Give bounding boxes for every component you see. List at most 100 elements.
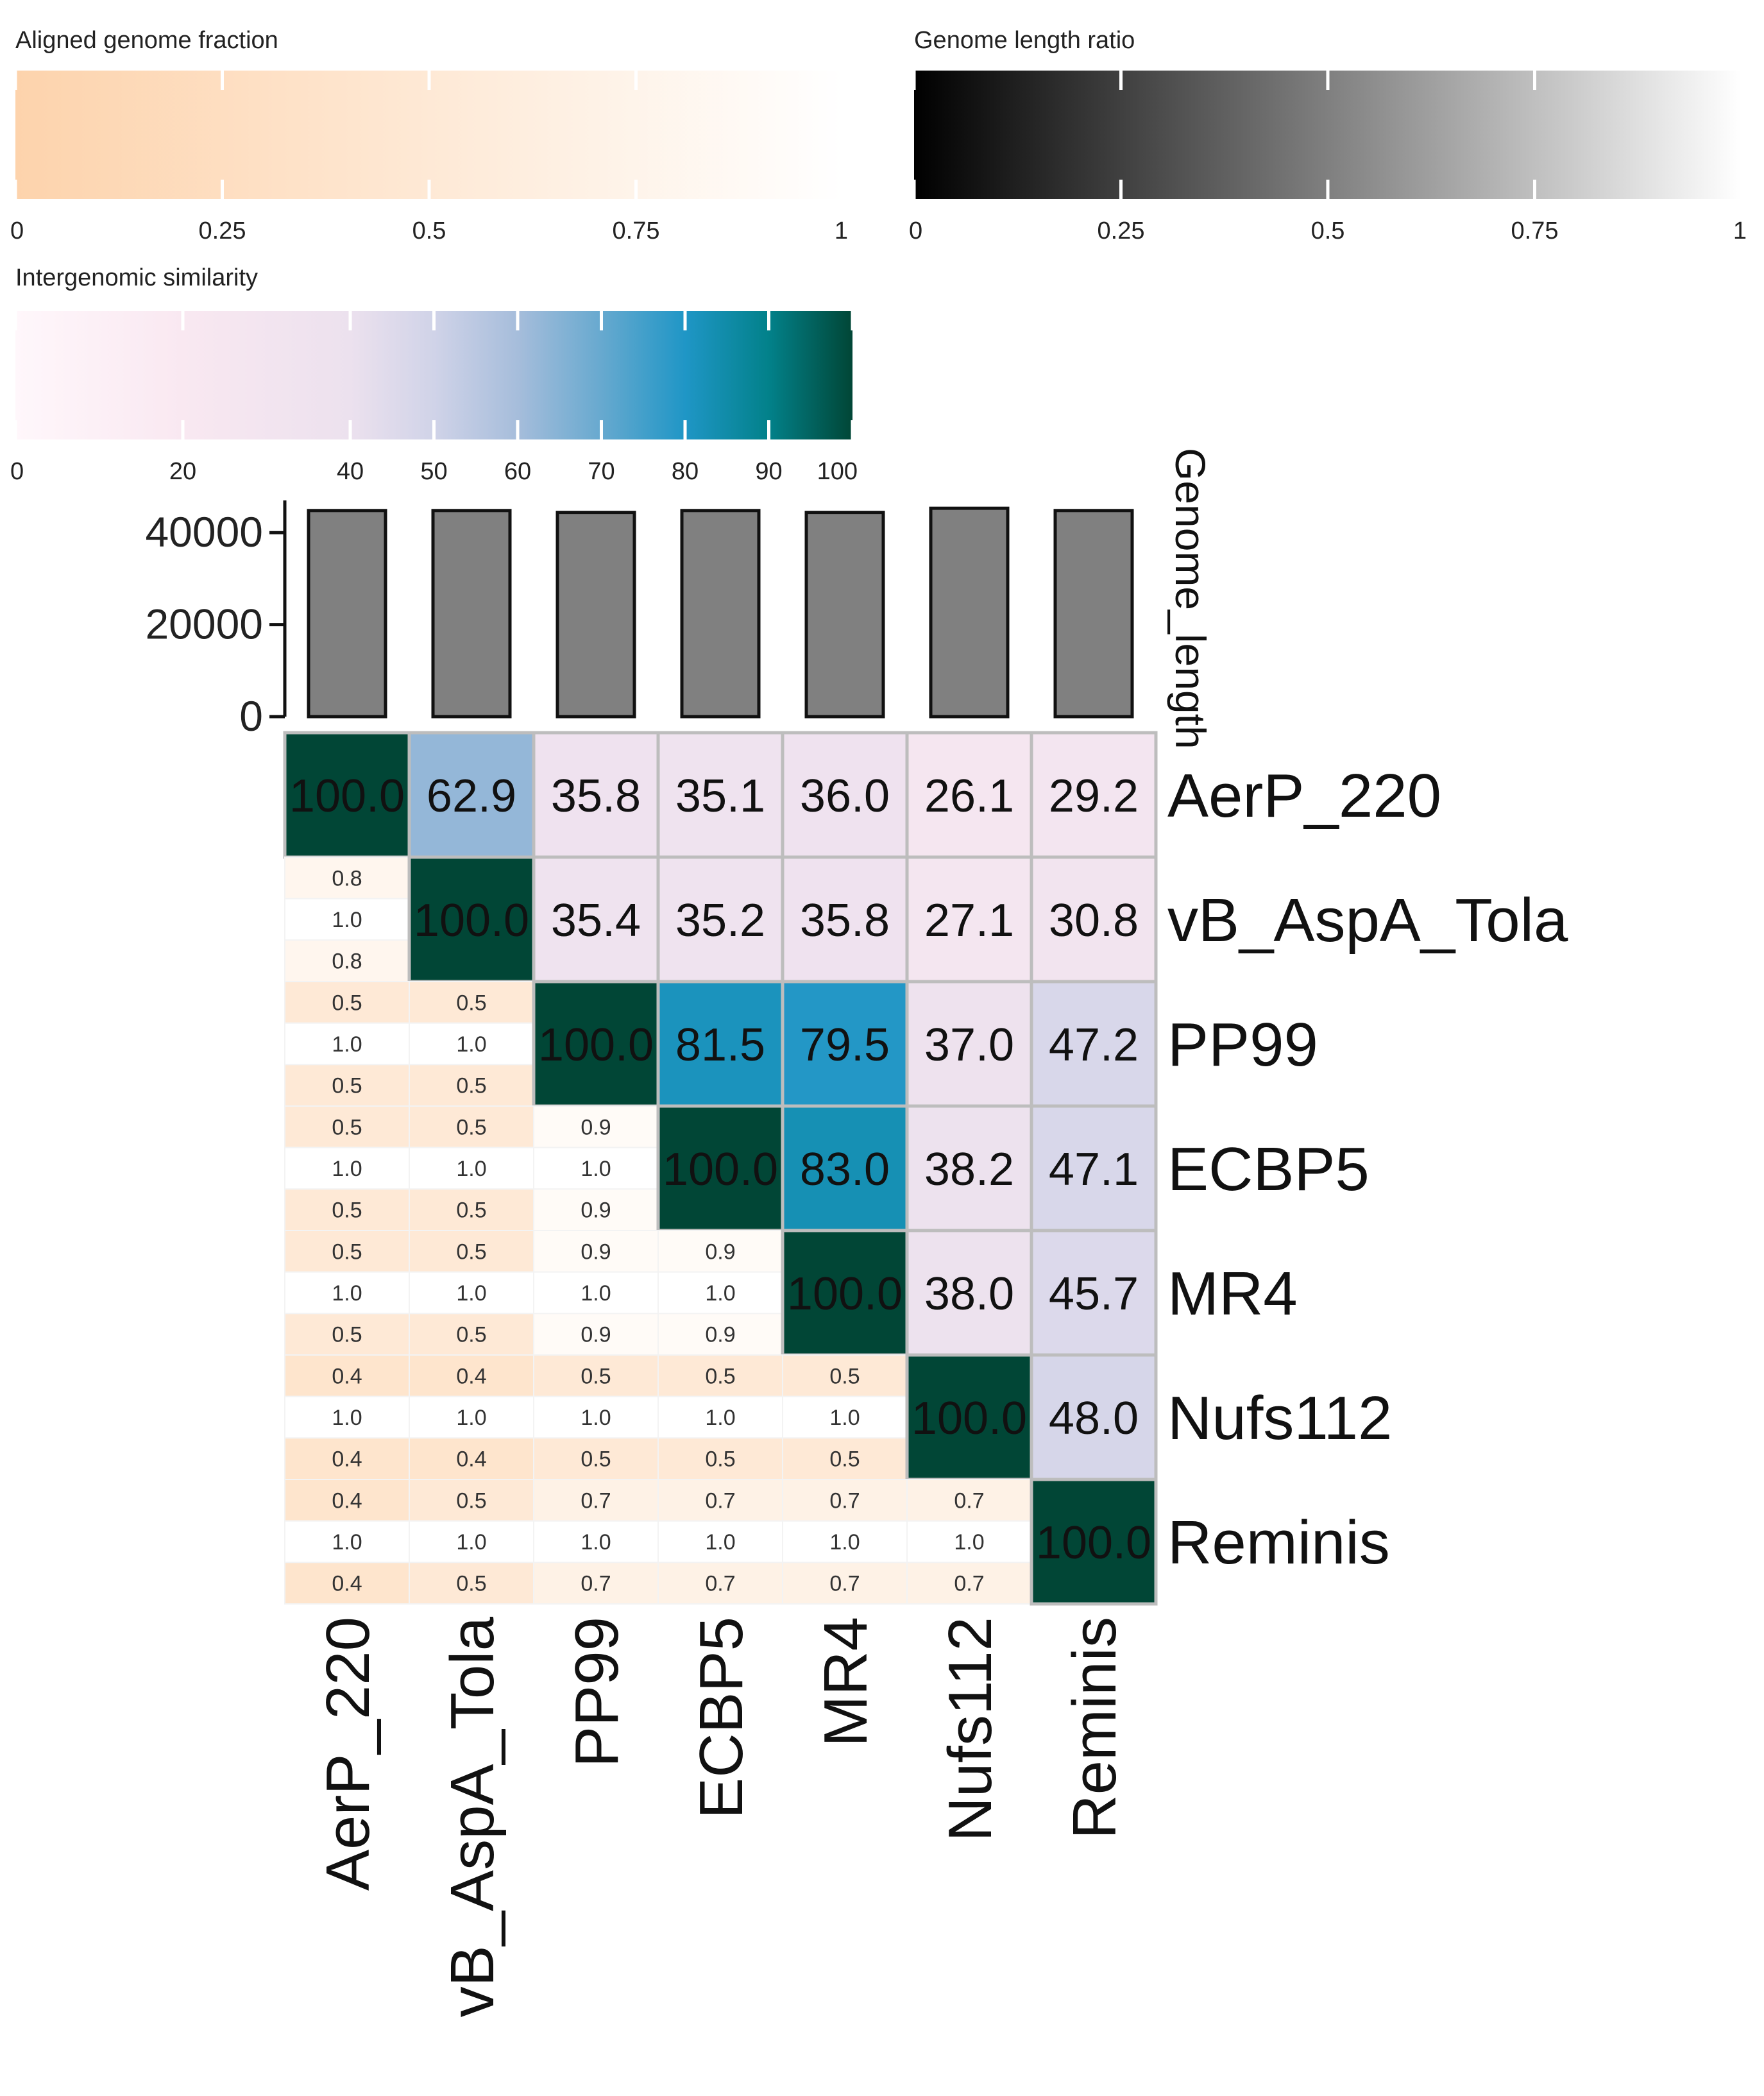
aligned-fraction-value: 0.7 <box>954 1488 984 1513</box>
aligned-fraction-subcell <box>284 1437 410 1480</box>
length-ratio-value: 1.0 <box>332 1281 362 1306</box>
legend-ratio-tick-label: 0 <box>909 217 922 244</box>
length-ratio-value: 1.0 <box>332 1032 362 1057</box>
length-ratio-value: 1.0 <box>954 1530 984 1555</box>
genome-length-bars: 0 20000 40000 <box>145 500 1134 740</box>
similarity-cell <box>1030 731 1158 859</box>
aligned-fraction-subcell <box>657 1437 783 1480</box>
length-ratio-value: 1.0 <box>705 1406 735 1430</box>
legend-aligned-tick-label: 0.75 <box>613 217 660 244</box>
aligned-fraction-value: 0.5 <box>705 1447 735 1472</box>
aligned-fraction-value: 0.7 <box>581 1488 611 1513</box>
aligned-fraction-value: 0.7 <box>829 1488 860 1513</box>
similarity-value: 36.0 <box>800 771 890 822</box>
similarity-value: 100.0 <box>663 1144 778 1195</box>
similarity-cell <box>656 855 784 984</box>
aligned-fraction-value: 0.5 <box>456 1115 486 1139</box>
aligned-fraction-value: 0.9 <box>705 1240 735 1264</box>
aligned-fraction-value: 0.5 <box>456 1240 486 1264</box>
legend-similarity-tick-label: 100 <box>817 458 858 485</box>
length-ratio-subcell <box>657 1271 783 1315</box>
similarity-cell <box>407 855 536 984</box>
similarity-value: 29.2 <box>1049 771 1139 822</box>
similarity-value: 48.0 <box>1049 1393 1139 1444</box>
column-label: vB_AspA_Tola <box>438 1616 507 2017</box>
aligned-fraction-subcell <box>657 1562 783 1605</box>
aligned-fraction-subcell <box>657 1230 783 1273</box>
similarity-cell <box>905 980 1033 1108</box>
genome-length-bar <box>555 511 636 719</box>
similarity-value: 38.0 <box>924 1268 1014 1320</box>
aligned-fraction-value: 0.7 <box>705 1488 735 1513</box>
similarity-value: 26.1 <box>924 771 1014 822</box>
aligned-fraction-value: 0.5 <box>332 1198 362 1223</box>
aligned-fraction-value: 0.9 <box>581 1198 611 1223</box>
aligned-fraction-subcell <box>533 1188 659 1232</box>
similarity-cell <box>656 980 784 1108</box>
aligned-fraction-subcell <box>409 1354 534 1397</box>
column-label: PP99 <box>563 1617 631 1768</box>
heatmap-cells: 100.0 62.9 35.8 35.1 36.0 26.1 29.2 0.8 1.0 0.8 10… <box>283 731 1158 1606</box>
aligned-fraction-value: 0.5 <box>705 1364 735 1388</box>
aligned-fraction-value: 0.9 <box>581 1115 611 1139</box>
aligned-fraction-value: 0.4 <box>332 1364 362 1388</box>
genome-length-tick-label: 20000 <box>145 601 263 648</box>
aligned-fraction-value: 0.5 <box>456 991 486 1015</box>
similarity-cell <box>905 1104 1033 1232</box>
length-ratio-subcell <box>533 1395 659 1439</box>
similarity-value: 100.0 <box>1036 1517 1151 1569</box>
aligned-fraction-subcell <box>782 1479 908 1522</box>
length-ratio-subcell <box>906 1520 1032 1563</box>
genome-length-bar <box>1053 509 1134 719</box>
aligned-fraction-value: 0.7 <box>829 1572 860 1596</box>
similarity-value: 27.1 <box>924 895 1014 946</box>
similarity-cell <box>656 1104 784 1232</box>
aligned-fraction-value: 0.7 <box>705 1572 735 1596</box>
legend-aligned-tick-label: 0.25 <box>199 217 246 244</box>
legend-ratio-tick-label: 1 <box>1733 217 1747 244</box>
length-ratio-subcell <box>284 1520 410 1563</box>
similarity-cell <box>905 855 1033 984</box>
aligned-fraction-value: 0.9 <box>581 1323 611 1347</box>
legend-similarity-tick-label: 0 <box>10 458 24 485</box>
aligned-fraction-subcell <box>782 1562 908 1605</box>
length-ratio-value: 1.0 <box>456 1530 486 1555</box>
similarity-cell <box>283 731 411 859</box>
length-ratio-value: 1.0 <box>456 1281 486 1306</box>
aligned-fraction-value: 0.5 <box>581 1364 611 1388</box>
aligned-fraction-value: 0.9 <box>581 1240 611 1264</box>
length-ratio-value: 1.0 <box>829 1530 860 1555</box>
aligned-fraction-subcell <box>284 1562 410 1605</box>
aligned-fraction-subcell <box>284 1479 410 1522</box>
similarity-cell <box>1030 1353 1158 1481</box>
legend-similarity-tick-label: 80 <box>672 458 699 485</box>
length-ratio-value: 1.0 <box>456 1406 486 1430</box>
aligned-fraction-value: 0.5 <box>456 1198 486 1223</box>
aligned-fraction-value: 0.8 <box>332 866 362 890</box>
legend-ratio-tick-label: 0.75 <box>1511 217 1559 244</box>
genome-length-bar <box>929 506 1010 719</box>
aligned-fraction-subcell <box>284 1313 410 1356</box>
column-labels: AerP_220 vB_AspA_Tola PP99 ECBP5 MR4 Nufs112 R… <box>314 1616 1129 2017</box>
legend-aligned-tick-label: 0.5 <box>412 217 446 244</box>
row-label: AerP_220 <box>1167 762 1441 830</box>
similarity-value: 100.0 <box>538 1019 654 1071</box>
length-ratio-value: 1.0 <box>581 1281 611 1306</box>
aligned-fraction-value: 0.5 <box>456 1488 486 1513</box>
similarity-value: 47.1 <box>1049 1144 1139 1195</box>
similarity-value: 79.5 <box>800 1019 890 1071</box>
aligned-fraction-value: 0.4 <box>332 1488 362 1513</box>
legend-similarity-title: Intergenomic similarity <box>15 264 258 291</box>
aligned-fraction-subcell <box>409 1105 534 1148</box>
genome-length-tick-label: 0 <box>239 692 263 740</box>
length-ratio-subcell <box>409 1146 534 1190</box>
similarity-value: 83.0 <box>800 1144 890 1195</box>
aligned-fraction-subcell <box>284 981 410 1024</box>
similarity-value: 100.0 <box>289 771 405 822</box>
aligned-fraction-value: 0.4 <box>456 1364 486 1388</box>
aligned-fraction-subcell <box>906 1562 1032 1605</box>
similarity-value: 30.8 <box>1049 895 1139 946</box>
similarity-value: 38.2 <box>924 1144 1014 1195</box>
legend-ratio-colorbar <box>914 71 1742 199</box>
